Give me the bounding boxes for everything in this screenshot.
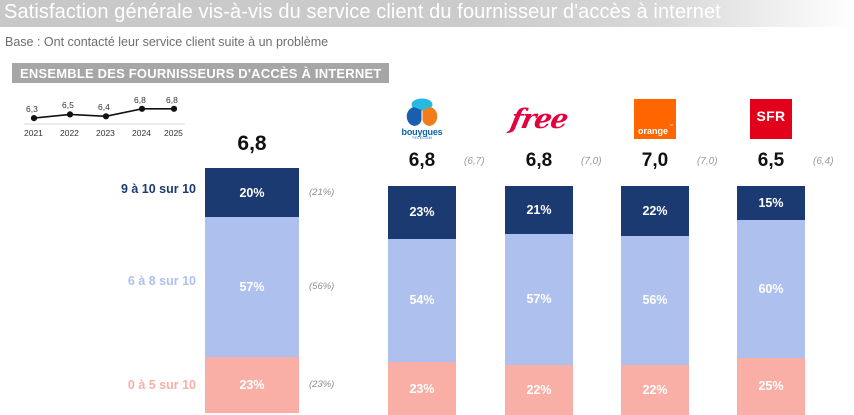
sparkline-value: 6,4 xyxy=(98,102,110,113)
score-orange: 7,0 xyxy=(641,150,669,171)
orange-logo-box: orange ™ xyxy=(634,99,676,139)
sparkline-year-label: 2023 xyxy=(96,128,115,138)
segment-ensemble-2[interactable]: 23% xyxy=(205,356,299,413)
sparkline-point xyxy=(66,111,74,118)
sparkline-value: 6,8 xyxy=(134,94,146,105)
segment-free-1[interactable]: 57% xyxy=(505,234,573,365)
bar-sfr[interactable]: 15% 60% 25% xyxy=(737,186,805,415)
segment-sfr-1[interactable]: 60% xyxy=(737,220,805,358)
sparkline-point xyxy=(102,113,110,120)
legend: 9 à 10 sur 10 6 à 8 sur 10 0 à 5 sur 10 xyxy=(0,150,196,415)
orange-logo: orange ™ xyxy=(621,98,689,140)
score-previous-orange: (7,0) xyxy=(697,156,718,167)
score-ensemble: 6,8 xyxy=(237,132,267,155)
segment-orange-0[interactable]: 22% xyxy=(621,186,689,237)
legend-item-6-8: 6 à 8 sur 10 xyxy=(127,274,196,288)
sparkline-points xyxy=(30,105,178,122)
segment-previous-ensemble-0: (21%) xyxy=(309,186,335,198)
sparkline-value: 6,3 xyxy=(26,104,38,115)
logo-inner: free xyxy=(505,98,573,140)
free-wordmark: free xyxy=(507,104,571,135)
score-free: 6,8 xyxy=(525,150,553,171)
column-free: free 6,8 (7,0) 21% 57% 22% xyxy=(505,0,602,415)
sparkline-point xyxy=(138,105,146,112)
bar-ensemble[interactable]: 20% (21%) 57% (56%) 23% (23%) xyxy=(205,168,334,413)
orange-trademark: ™ xyxy=(669,123,673,128)
title-band: Satisfaction générale vis-à-vis du servi… xyxy=(0,0,854,27)
score-sfr: 6,5 xyxy=(757,150,785,171)
bouygues-subwordmark: TELECOM xyxy=(411,135,433,140)
column-sfr: SFR 6,5 (6,4) 15% 60% 25% xyxy=(737,0,834,415)
logo-inner: SFR xyxy=(737,98,805,140)
segment-ensemble-0[interactable]: 20% xyxy=(205,168,299,217)
sparkline-value: 6,5 xyxy=(62,100,74,111)
bar-bouygues[interactable]: 23% 54% 23% xyxy=(388,186,456,415)
trend-sparkline: 6,3 6,5 6,4 6,8 6,8 2021 2022 2023 2024 2025 xyxy=(22,92,187,140)
segment-bouygues-1[interactable]: 54% xyxy=(388,238,456,363)
segment-sfr-0[interactable]: 15% xyxy=(737,186,805,221)
sparkline-value: 6,8 xyxy=(166,94,178,105)
sparkline-point xyxy=(30,115,38,122)
sfr-logo-box: SFR xyxy=(750,99,792,139)
segment-orange-2[interactable]: 22% xyxy=(621,364,689,415)
column-ensemble: 6,8 20% (21%) 57% (56%) 23% (23%) xyxy=(205,0,334,415)
column-bouygues: bouygues TELECOM 6,8 (6,7) 23% 54% 23% xyxy=(388,0,485,415)
segment-previous-ensemble-1: (56%) xyxy=(309,280,335,292)
segment-previous-ensemble-2: (23%) xyxy=(309,378,335,390)
sfr-wordmark: SFR xyxy=(756,108,786,124)
segment-free-0[interactable]: 21% xyxy=(505,186,573,235)
bouygues-wordmark: bouygues xyxy=(401,127,443,137)
sparkline-svg xyxy=(24,105,185,125)
score-previous-free: (7,0) xyxy=(581,156,602,167)
segment-bouygues-2[interactable]: 23% xyxy=(388,362,456,415)
logo-inner: orange ™ xyxy=(621,98,689,140)
segment-free-2[interactable]: 22% xyxy=(505,364,573,415)
column-orange: orange ™ 7,0 (7,0) 22% 56% 22% xyxy=(621,0,718,415)
section-header-label: ENSEMBLE DES FOURNISSEURS D'ACCÈS À INTE… xyxy=(20,65,382,81)
legend-item-9-10: 9 à 10 sur 10 xyxy=(120,182,196,196)
bouygues-mark-icon xyxy=(406,98,438,126)
section-header-band: ENSEMBLE DES FOURNISSEURS D'ACCÈS À INTE… xyxy=(12,63,390,83)
free-logo: free xyxy=(505,98,573,140)
sparkline-year-label: 2025 xyxy=(164,128,183,138)
legend-item-0-5: 0 à 5 sur 10 xyxy=(127,378,196,392)
sparkline-year-label: 2022 xyxy=(60,128,79,138)
score-bouygues: 6,8 xyxy=(408,150,436,171)
sparkline-year-label: 2024 xyxy=(132,128,151,138)
page-title: Satisfaction générale vis-à-vis du servi… xyxy=(4,1,721,23)
segment-sfr-2[interactable]: 25% xyxy=(737,357,805,415)
bar-orange[interactable]: 22% 56% 22% xyxy=(621,186,689,415)
logo-inner: bouygues TELECOM xyxy=(388,98,456,140)
bouygues-logo: bouygues TELECOM xyxy=(388,98,456,140)
segment-orange-1[interactable]: 56% xyxy=(621,236,689,365)
segment-bouygues-0[interactable]: 23% xyxy=(388,186,456,239)
sfr-logo: SFR xyxy=(737,98,805,140)
score-previous-bouygues: (6,7) xyxy=(464,156,485,167)
score-previous-sfr: (6,4) xyxy=(813,156,834,167)
bar-free[interactable]: 21% 57% 22% xyxy=(505,186,573,415)
sparkline-year-label: 2021 xyxy=(24,128,43,138)
orange-wordmark: orange xyxy=(638,126,669,136)
segment-ensemble-1[interactable]: 57% xyxy=(205,217,299,357)
base-subtitle: Base : Ont contacté leur service client … xyxy=(5,35,329,49)
sparkline-point xyxy=(170,105,178,112)
